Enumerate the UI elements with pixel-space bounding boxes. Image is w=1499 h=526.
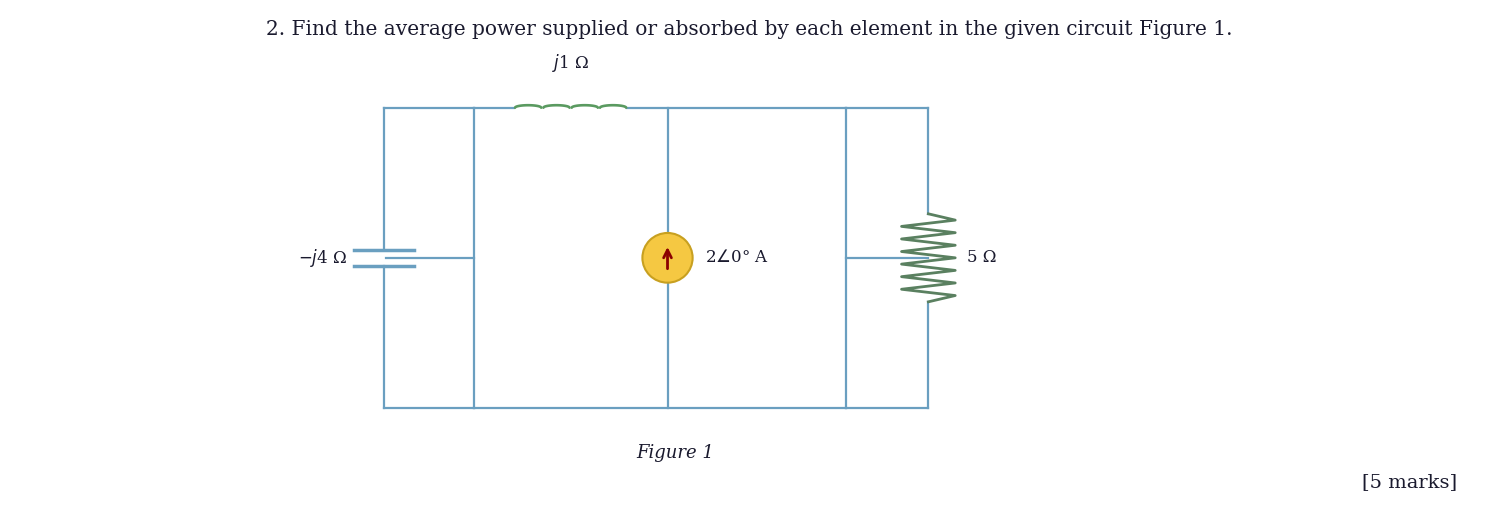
Text: 5 Ω: 5 Ω [967,249,997,266]
Text: $-j$4 Ω: $-j$4 Ω [298,247,348,269]
Text: Figure 1: Figure 1 [636,444,714,462]
Text: [5 marks]: [5 marks] [1363,473,1457,491]
Text: 2. Find the average power supplied or absorbed by each element in the given circ: 2. Find the average power supplied or ab… [267,19,1232,39]
Ellipse shape [643,233,693,282]
Text: $j$1 Ω: $j$1 Ω [552,52,589,74]
Text: 2$\angle$0° A: 2$\angle$0° A [705,249,769,266]
